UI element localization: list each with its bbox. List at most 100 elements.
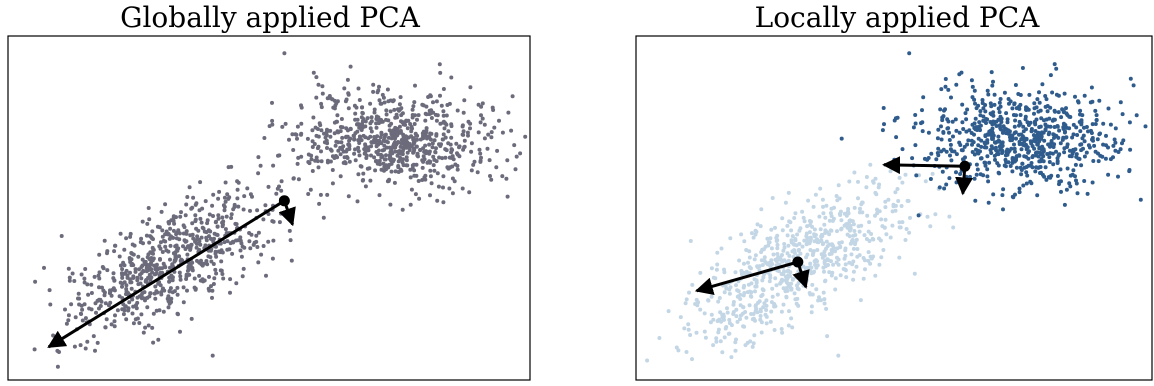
global-data-point	[113, 313, 117, 318]
cluster-b-data-point	[965, 142, 970, 147]
global-data-point	[471, 162, 476, 167]
global-data-point	[221, 276, 226, 281]
global-data-point	[405, 150, 410, 155]
global-data-point	[380, 154, 385, 159]
cluster-b-data-point	[1002, 90, 1007, 95]
cluster-a-data-point	[764, 321, 769, 326]
global-data-point	[396, 164, 401, 168]
global-data-point	[472, 159, 477, 164]
cluster-b-data-point	[1074, 152, 1079, 157]
global-data-point	[408, 144, 413, 149]
cluster-a-data-point	[877, 262, 882, 267]
cluster-b-data-point	[1035, 193, 1040, 198]
global-data-point	[57, 350, 61, 354]
global-data-point	[363, 124, 368, 129]
global-data-point	[364, 153, 369, 158]
cluster-a-data-point	[908, 215, 912, 220]
global-data-point	[428, 174, 433, 179]
global-data-point	[449, 124, 454, 129]
cluster-a-data-point	[793, 297, 798, 302]
cluster-b-data-point	[1075, 191, 1080, 196]
cluster-b-data-point	[926, 156, 931, 160]
cluster-b-data-point	[1077, 120, 1082, 124]
global-data-point	[177, 231, 182, 236]
cluster-a-data-point	[825, 334, 830, 339]
global-data-point	[299, 132, 303, 137]
global-data-point	[214, 271, 219, 276]
cluster-a-data-point	[775, 258, 780, 262]
cluster-b-data-point	[1065, 142, 1070, 147]
global-data-point	[316, 165, 321, 170]
cluster-a-data-point	[823, 264, 828, 269]
cluster-a-data-point	[897, 225, 902, 230]
cluster-b-data-point	[978, 109, 983, 114]
global-data-point	[299, 121, 304, 126]
cluster-a-data-point	[874, 192, 879, 197]
global-data-point	[102, 238, 107, 243]
cluster-b-data-point	[943, 107, 947, 112]
global-data-point	[32, 347, 37, 352]
cluster-b-data-point	[1035, 97, 1040, 102]
cluster-b-data-point	[1082, 154, 1087, 159]
cluster-b-data-point	[1022, 139, 1027, 144]
global-data-point	[342, 155, 347, 160]
global-data-point	[255, 208, 260, 213]
global-data-point	[468, 85, 473, 90]
cluster-b-data-point	[990, 83, 995, 88]
cluster-a-data-point	[749, 231, 754, 236]
global-data-point	[178, 329, 182, 334]
cluster-b-data-point	[892, 157, 897, 162]
cluster-a-data-point	[858, 298, 863, 303]
cluster-b-data-point	[1061, 121, 1066, 126]
cluster-b-data-point	[1127, 168, 1132, 172]
global-data-point	[342, 86, 347, 91]
global-data-point	[145, 221, 150, 226]
global-data-point	[319, 101, 324, 106]
cluster-b-data-point	[1003, 157, 1008, 162]
global-data-point	[238, 248, 243, 253]
cluster-b-data-point	[966, 138, 971, 143]
global-data-point	[320, 84, 325, 89]
global-data-point	[477, 147, 482, 152]
cluster-b-data-point	[1025, 120, 1030, 125]
global-data-point	[66, 313, 71, 318]
global-data-point	[401, 134, 406, 139]
global-data-point	[296, 177, 301, 182]
global-data-point	[222, 208, 227, 213]
cluster-b-data-point	[1050, 151, 1055, 156]
global-data-point	[138, 240, 143, 245]
global-data-point	[311, 70, 316, 75]
global-data-point	[437, 155, 442, 160]
cluster-a-data-point	[852, 205, 857, 210]
global-data-point	[173, 253, 178, 257]
global-data-point	[363, 184, 368, 189]
cluster-a-data-point	[888, 169, 893, 174]
cluster-a-data-point	[819, 298, 823, 303]
cluster-b-data-point	[1049, 139, 1054, 143]
cluster-b-data-point	[1007, 101, 1011, 106]
cluster-a-data-point	[822, 222, 827, 227]
cluster-a-data-point	[897, 175, 902, 180]
cluster-a-data-point	[876, 185, 881, 190]
global-data-point	[206, 254, 211, 259]
global-data-point	[476, 102, 481, 107]
global-data-point	[444, 148, 449, 153]
cluster-b-data-point	[990, 137, 995, 141]
global-data-point	[235, 187, 240, 192]
cluster-a-data-point	[814, 265, 819, 270]
global-data-point	[134, 306, 139, 311]
global-data-point	[189, 316, 194, 321]
global-data-point	[177, 254, 182, 259]
cluster-a-data-point	[764, 298, 769, 303]
global-data-point	[173, 244, 178, 249]
global-data-point	[51, 333, 56, 338]
global-data-point	[432, 138, 437, 143]
global-data-point	[434, 118, 439, 123]
cluster-b-data-point	[1020, 134, 1025, 139]
cluster-a-data-point	[829, 273, 834, 278]
global-data-point	[185, 252, 190, 257]
global-data-point	[401, 157, 406, 162]
global-data-point	[404, 158, 409, 163]
global-data-point	[500, 130, 505, 135]
cluster-b-data-point	[1010, 106, 1015, 111]
